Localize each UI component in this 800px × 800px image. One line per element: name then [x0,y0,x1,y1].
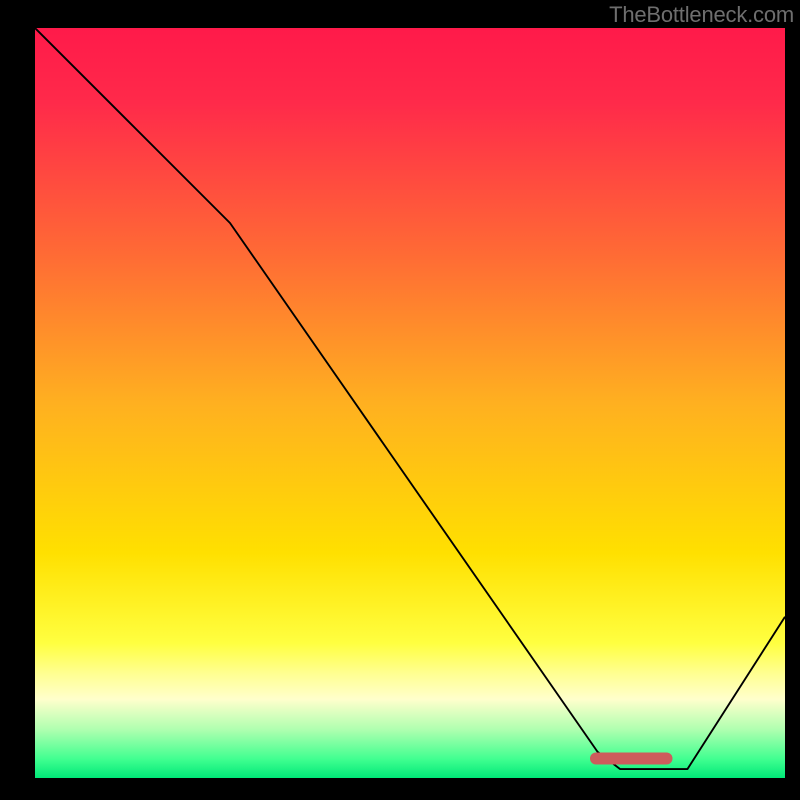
plot-area [35,28,785,778]
minimum-marker [590,753,673,765]
chart-container: TheBottleneck.com [0,0,800,800]
chart-svg [35,28,785,778]
watermark-text: TheBottleneck.com [609,2,794,28]
